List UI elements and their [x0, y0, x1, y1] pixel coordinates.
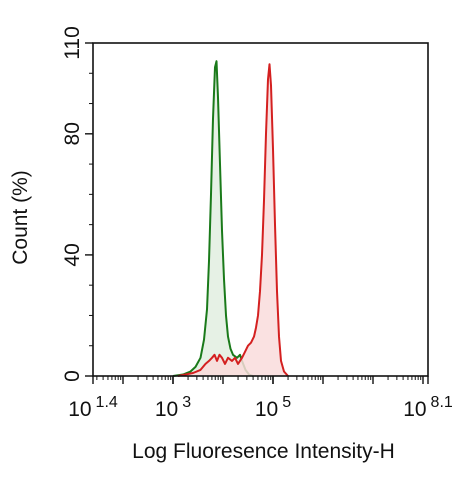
x-tick-label: 10 1.4: [68, 394, 118, 421]
y-tick-label: 40: [61, 243, 84, 266]
y-axis: 0 40 80 110: [61, 26, 93, 382]
series-2-area: [178, 64, 288, 376]
x-tick-label: 10 3: [155, 394, 191, 421]
x-axis-title: Log Fluoresence Intensity-H: [132, 440, 395, 463]
x-axis: 10 1.4 10 3 10 5 10 8.1: [68, 376, 453, 421]
series-1-area: [173, 61, 253, 376]
y-tick-label: 110: [61, 26, 84, 59]
series-1-line: [172, 60, 254, 377]
x-tick-label: 10 8.1: [403, 394, 453, 421]
y-tick-label: 80: [61, 122, 84, 145]
x-tick-label: 10 5: [255, 394, 291, 421]
y-axis-title: Count (%): [9, 170, 32, 265]
series-2-line: [177, 63, 289, 377]
plot-area: [172, 60, 289, 377]
y-tick-label: 0: [61, 370, 84, 382]
plot-frame: [92, 42, 429, 377]
